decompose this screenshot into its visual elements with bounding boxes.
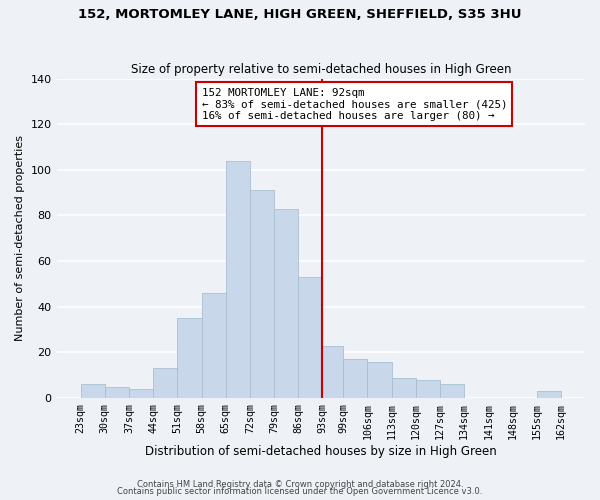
- Bar: [105, 386, 129, 398]
- Bar: [178, 318, 202, 398]
- Bar: [298, 277, 322, 398]
- Bar: [440, 384, 464, 398]
- Bar: [226, 160, 250, 398]
- Text: 152 MORTOMLEY LANE: 92sqm
← 83% of semi-detached houses are smaller (425)
16% of: 152 MORTOMLEY LANE: 92sqm ← 83% of semi-…: [202, 88, 507, 121]
- X-axis label: Distribution of semi-detached houses by size in High Green: Distribution of semi-detached houses by …: [145, 444, 497, 458]
- Bar: [392, 378, 416, 398]
- Bar: [416, 380, 440, 398]
- Bar: [322, 346, 343, 398]
- Y-axis label: Number of semi-detached properties: Number of semi-detached properties: [15, 136, 25, 342]
- Bar: [274, 208, 298, 398]
- Bar: [153, 368, 178, 398]
- Bar: [343, 360, 367, 398]
- Bar: [367, 362, 392, 398]
- Text: 152, MORTOMLEY LANE, HIGH GREEN, SHEFFIELD, S35 3HU: 152, MORTOMLEY LANE, HIGH GREEN, SHEFFIE…: [78, 8, 522, 20]
- Bar: [537, 391, 561, 398]
- Text: Contains HM Land Registry data © Crown copyright and database right 2024.: Contains HM Land Registry data © Crown c…: [137, 480, 463, 489]
- Bar: [129, 389, 153, 398]
- Bar: [250, 190, 274, 398]
- Bar: [202, 293, 226, 398]
- Text: Contains public sector information licensed under the Open Government Licence v3: Contains public sector information licen…: [118, 487, 482, 496]
- Bar: [80, 384, 105, 398]
- Title: Size of property relative to semi-detached houses in High Green: Size of property relative to semi-detach…: [131, 63, 511, 76]
